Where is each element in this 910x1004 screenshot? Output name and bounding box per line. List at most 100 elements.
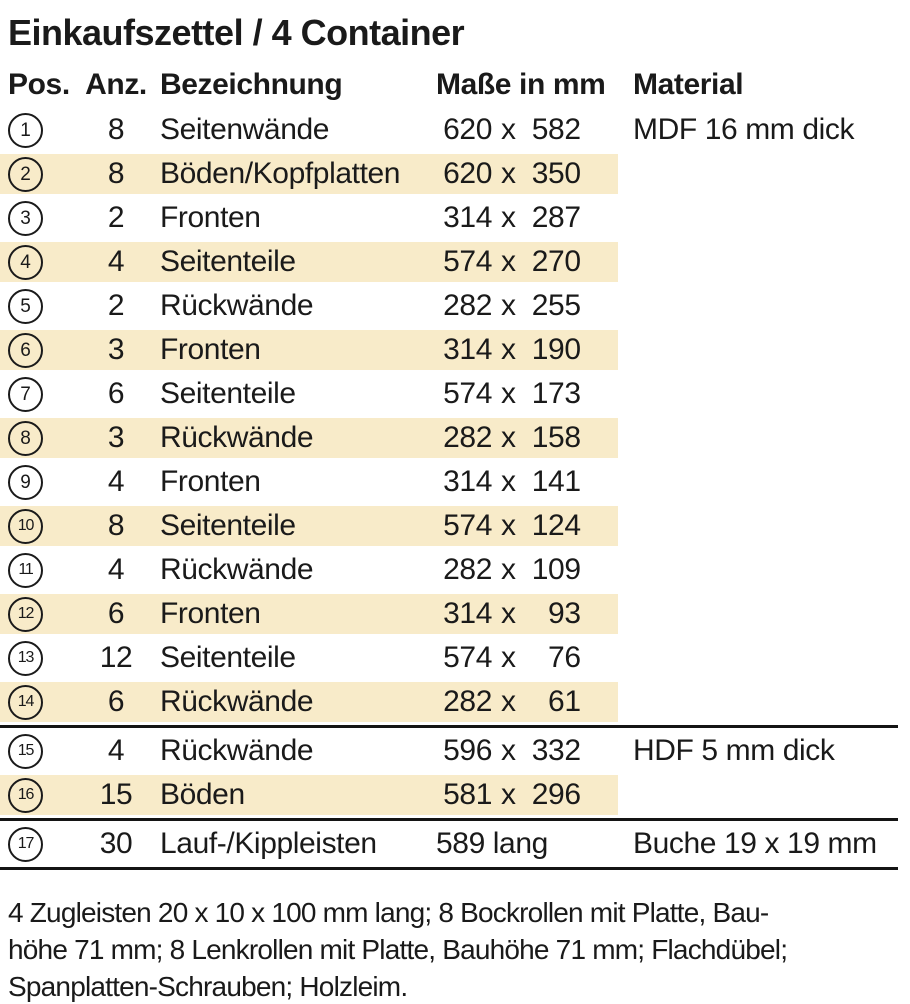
table-row: 8 3 Rückwände 282 x 158 xyxy=(0,416,910,460)
material-value: HDF 5 mm dick xyxy=(633,734,835,767)
size-value: 620 x 350 xyxy=(428,157,633,191)
dimension-width: 620 xyxy=(443,113,492,146)
position-circled-number: 12 xyxy=(8,596,43,632)
position-circled-number: 7 xyxy=(8,376,43,412)
size-value: 314 x 141 xyxy=(428,465,633,499)
quantity-value: 4 xyxy=(107,734,125,767)
quantity-value: 4 xyxy=(107,553,125,586)
quantity-value: 6 xyxy=(107,597,125,630)
dimension-separator: x xyxy=(501,421,516,454)
dimension-separator: x xyxy=(501,778,516,811)
position-cell: 5 xyxy=(0,288,72,324)
dimension-height: 332 xyxy=(531,734,581,767)
position-circled-number: 17 xyxy=(8,826,43,862)
position-cell: 16 xyxy=(0,777,72,813)
designation-value: Rückwände xyxy=(160,685,314,718)
dimension-separator: x xyxy=(501,734,516,767)
size-value: 314 x 287 xyxy=(428,201,633,235)
table-row: 12 6 Fronten 314 x 93 xyxy=(0,592,910,636)
table-row: 6 3 Fronten 314 x 190 xyxy=(0,328,910,372)
position-circled-number: 1 xyxy=(8,112,43,148)
designation-value: Seitenteile xyxy=(160,377,296,410)
dimension-height: 124 xyxy=(531,509,581,542)
footer-line: Spanplatten-Schrauben; Holzleim. xyxy=(8,971,408,1002)
position-circled-number: 14 xyxy=(8,684,43,720)
size-value: 620 x 582 xyxy=(428,113,633,147)
footer-line: höhe 71 mm; 8 Lenkrollen mit Platte, Bau… xyxy=(8,934,788,965)
size-value: 282 x 61 xyxy=(428,685,633,719)
dimension-separator: x xyxy=(501,245,516,278)
dimension-separator: x xyxy=(501,333,516,366)
position-circled-number: 10 xyxy=(8,508,43,544)
table-row: 4 4 Seitenteile 574 x 270 xyxy=(0,240,910,284)
dimension-width: 314 xyxy=(443,597,492,630)
dimension-width: 314 xyxy=(443,333,492,366)
table-row: 15 4 Rückwände 596 x 332 HDF 5 mm dick xyxy=(0,729,910,773)
dimension-width: 574 xyxy=(443,245,492,278)
table-header-row: Pos. Anz. Bezeichnung Maße in mm Materia… xyxy=(0,62,910,108)
table-row: 11 4 Rückwände 282 x 109 xyxy=(0,548,910,592)
table-row: 1 8 Seitenwände 620 x 582 MDF 16 mm dick xyxy=(0,108,910,152)
dimension-separator: x xyxy=(501,509,516,542)
position-cell: 6 xyxy=(0,332,72,368)
table-body: 1 8 Seitenwände 620 x 582 MDF 16 mm dick… xyxy=(0,108,910,870)
dimension-width: 282 xyxy=(443,685,492,718)
position-cell: 1 xyxy=(0,112,72,148)
position-cell: 8 xyxy=(0,420,72,456)
designation-value: Seitenwände xyxy=(160,113,330,146)
position-cell: 12 xyxy=(0,596,72,632)
table-row: 17 30 Lauf-/Kippleisten 589 lang Buche 1… xyxy=(0,822,910,866)
size-value: 596 x 332 xyxy=(428,734,633,768)
table-row: 14 6 Rückwände 282 x 61 xyxy=(0,680,910,724)
quantity-value: 15 xyxy=(99,778,133,811)
dimension-width: 620 xyxy=(443,157,492,190)
size-value: 314 x 190 xyxy=(428,333,633,367)
material-value: MDF 16 mm dick xyxy=(633,113,855,146)
table-row: 16 15 Böden 581 x 296 xyxy=(0,773,910,817)
section-divider xyxy=(0,725,898,728)
designation-value: Fronten xyxy=(160,201,261,234)
quantity-value: 2 xyxy=(107,289,125,322)
col-header-pos: Pos. xyxy=(8,68,70,101)
dimension-width: 314 xyxy=(443,201,492,234)
position-circled-number: 11 xyxy=(8,552,43,588)
dimension-height: 296 xyxy=(531,778,581,811)
dimension-height: 109 xyxy=(531,553,581,586)
dimension-separator: x xyxy=(501,597,516,630)
designation-value: Rückwände xyxy=(160,421,314,454)
dimension-width: 596 xyxy=(443,734,492,767)
designation-value: Rückwände xyxy=(160,734,314,767)
size-value: 282 x 158 xyxy=(428,421,633,455)
position-cell: 13 xyxy=(0,640,72,676)
dimension-width: 282 xyxy=(443,289,492,322)
dimension-height: 287 xyxy=(531,201,581,234)
page-title: Einkaufszettel / 4 Container xyxy=(8,12,465,53)
position-cell: 11 xyxy=(0,552,72,588)
dimension-height: 173 xyxy=(531,377,581,410)
size-value: 574 x 173 xyxy=(428,377,633,411)
designation-value: Rückwände xyxy=(160,553,314,586)
size-value: 574 x 76 xyxy=(428,641,633,675)
table-row: 3 2 Fronten 314 x 287 xyxy=(0,196,910,240)
designation-value: Seitenteile xyxy=(160,245,296,278)
quantity-value: 8 xyxy=(107,113,125,146)
position-circled-number: 6 xyxy=(8,332,43,368)
dimension-height: 255 xyxy=(531,289,581,322)
dimension-height: 270 xyxy=(531,245,581,278)
position-cell: 9 xyxy=(0,464,72,500)
designation-value: Seitenteile xyxy=(160,641,296,674)
position-circled-number: 5 xyxy=(8,288,43,324)
section-divider xyxy=(0,867,898,870)
table-row: 10 8 Seitenteile 574 x 124 xyxy=(0,504,910,548)
table-row: 2 8 Böden/Kopfplatten 620 x 350 xyxy=(0,152,910,196)
quantity-value: 4 xyxy=(107,465,125,498)
size-value: 314 x 93 xyxy=(428,597,633,631)
dimension-separator: x xyxy=(501,289,516,322)
quantity-value: 8 xyxy=(107,509,125,542)
position-circled-number: 8 xyxy=(8,420,43,456)
parts-table: Pos. Anz. Bezeichnung Maße in mm Materia… xyxy=(0,62,910,870)
position-cell: 17 xyxy=(0,826,72,862)
designation-value: Seitenteile xyxy=(160,509,296,542)
quantity-value: 12 xyxy=(99,641,133,674)
